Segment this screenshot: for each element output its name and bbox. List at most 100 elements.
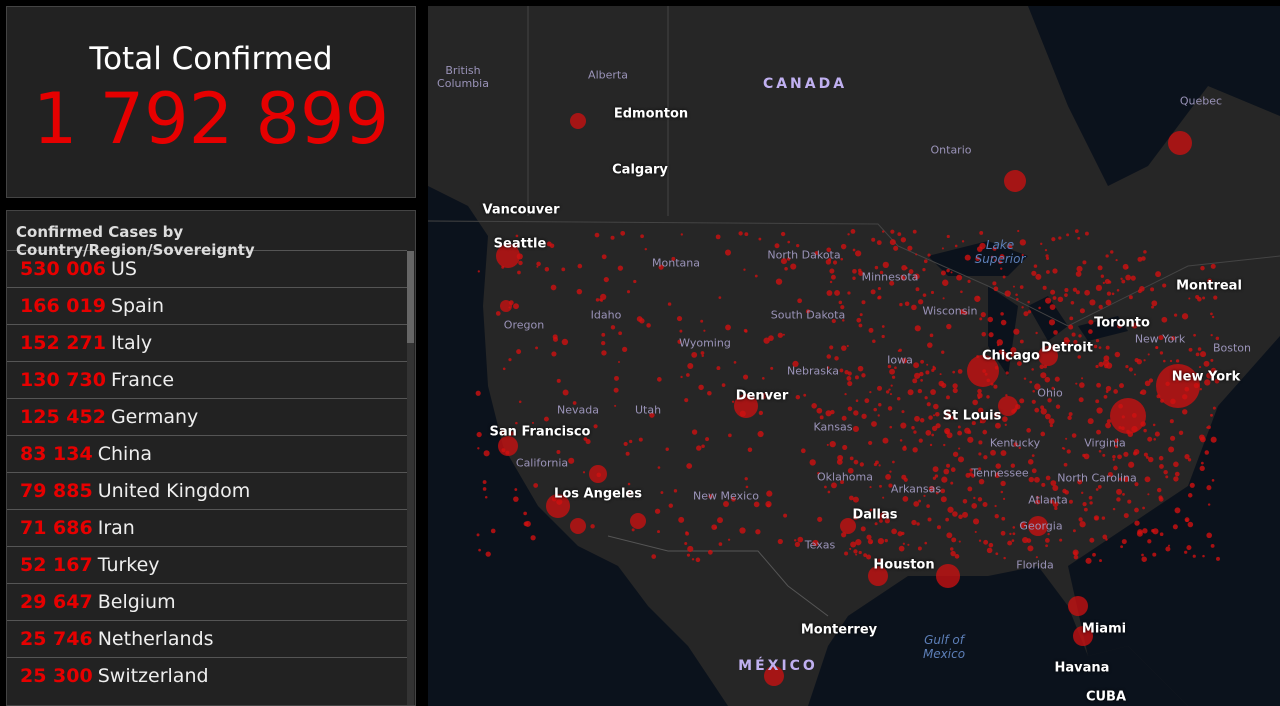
case-dot bbox=[847, 233, 850, 236]
map-label: Montreal bbox=[1176, 278, 1242, 294]
map-label: Kansas bbox=[813, 420, 853, 434]
case-dot bbox=[826, 354, 832, 359]
case-dot bbox=[902, 496, 909, 502]
case-dot bbox=[947, 506, 954, 513]
case-dot bbox=[957, 369, 963, 374]
case-dot bbox=[1034, 383, 1041, 390]
case-dot bbox=[755, 529, 761, 535]
case-dot bbox=[644, 247, 648, 251]
map[interactable]: British Columbia Alberta CANADA Edmonton Cal… bbox=[428, 6, 1280, 706]
country-row[interactable]: 152 271 Italy bbox=[7, 324, 407, 361]
case-dot bbox=[1075, 271, 1082, 277]
case-dot bbox=[1189, 482, 1195, 488]
case-dot bbox=[1001, 516, 1006, 521]
case-dot bbox=[1127, 499, 1132, 504]
case-dot bbox=[1102, 453, 1106, 457]
case-dot bbox=[1106, 419, 1112, 424]
case-dot bbox=[601, 340, 606, 346]
country-row[interactable]: 130 730 France bbox=[7, 361, 407, 398]
case-dot bbox=[536, 261, 541, 267]
case-dot bbox=[1007, 540, 1013, 546]
case-dot bbox=[952, 388, 958, 394]
case-dot bbox=[1170, 435, 1176, 441]
map-label: Houston bbox=[873, 557, 935, 573]
case-dot bbox=[775, 278, 783, 285]
case-count: 166 019 bbox=[20, 295, 106, 317]
case-dot bbox=[1004, 423, 1007, 426]
case-dot bbox=[518, 260, 523, 266]
country-row[interactable]: 52 167 Turkey bbox=[7, 546, 407, 583]
case-dot bbox=[1137, 529, 1143, 535]
case-dot bbox=[901, 531, 905, 536]
country-row[interactable]: 71 686 Iran bbox=[7, 509, 407, 546]
case-dot bbox=[515, 421, 518, 425]
case-dot bbox=[889, 393, 893, 396]
country-name: Italy bbox=[110, 332, 153, 354]
case-dot bbox=[877, 558, 882, 563]
case-dot bbox=[1163, 469, 1168, 475]
country-row[interactable]: 530 006 US bbox=[7, 250, 407, 287]
case-dot bbox=[826, 366, 830, 369]
case-dot bbox=[1081, 491, 1084, 495]
case-dot bbox=[1085, 557, 1092, 564]
case-dot bbox=[744, 329, 748, 333]
country-row[interactable]: 166 019 Spain bbox=[7, 287, 407, 324]
case-dot bbox=[1064, 293, 1068, 297]
case-dot bbox=[1107, 471, 1113, 477]
country-row[interactable]: 79 885 United Kingdom bbox=[7, 472, 407, 509]
case-dot bbox=[546, 494, 570, 518]
case-dot bbox=[1106, 291, 1112, 296]
case-dot bbox=[1102, 281, 1105, 284]
case-dot bbox=[1079, 382, 1085, 388]
case-dot bbox=[878, 403, 882, 407]
case-dot bbox=[918, 499, 922, 503]
country-row[interactable]: 83 134 China bbox=[7, 435, 407, 472]
case-dot bbox=[924, 396, 928, 400]
country-row[interactable]: 125 452 Germany bbox=[7, 398, 407, 435]
case-dot bbox=[888, 483, 893, 488]
scroll-thumb[interactable] bbox=[407, 251, 414, 343]
case-dot bbox=[901, 410, 905, 414]
map-label: Lake Superior bbox=[974, 238, 1026, 266]
case-dot bbox=[1112, 454, 1116, 459]
map-label: Quebec bbox=[1179, 94, 1223, 108]
case-dot bbox=[855, 553, 858, 556]
case-dot bbox=[1077, 236, 1081, 240]
borders bbox=[428, 6, 1280, 327]
scrollbar[interactable] bbox=[407, 251, 414, 705]
atlantic bbox=[1068, 336, 1280, 706]
case-dot bbox=[721, 383, 726, 387]
case-dot bbox=[994, 504, 997, 508]
case-dot bbox=[707, 549, 713, 555]
case-dot bbox=[853, 549, 858, 554]
case-dot bbox=[876, 240, 882, 246]
case-dot bbox=[1174, 471, 1180, 477]
case-dot bbox=[1173, 461, 1179, 468]
country-row[interactable]: 25 746 Netherlands bbox=[7, 620, 407, 657]
case-dot bbox=[859, 462, 864, 467]
case-dot bbox=[1213, 295, 1218, 300]
case-dot bbox=[844, 551, 849, 556]
case-dot bbox=[874, 522, 878, 526]
case-dot bbox=[957, 430, 963, 436]
case-dot bbox=[1005, 371, 1009, 375]
case-dot bbox=[1128, 461, 1135, 468]
case-dot bbox=[1033, 264, 1038, 268]
map-label: Wisconsin bbox=[922, 304, 978, 318]
case-dot bbox=[502, 367, 506, 371]
case-dot bbox=[1162, 283, 1167, 288]
case-dot bbox=[936, 564, 960, 588]
country-row[interactable]: 25 300 Switzerland bbox=[7, 657, 407, 694]
case-dot bbox=[831, 482, 837, 489]
country-row[interactable]: 29 647 Belgium bbox=[7, 583, 407, 620]
case-dot bbox=[1028, 516, 1048, 536]
case-dot bbox=[1021, 306, 1024, 309]
case-dot bbox=[890, 229, 895, 234]
case-dot bbox=[980, 312, 986, 318]
case-dot bbox=[995, 463, 1001, 469]
case-dot bbox=[797, 298, 803, 304]
case-dot bbox=[979, 416, 987, 424]
case-dot bbox=[774, 243, 780, 249]
case-dot bbox=[1184, 454, 1190, 460]
